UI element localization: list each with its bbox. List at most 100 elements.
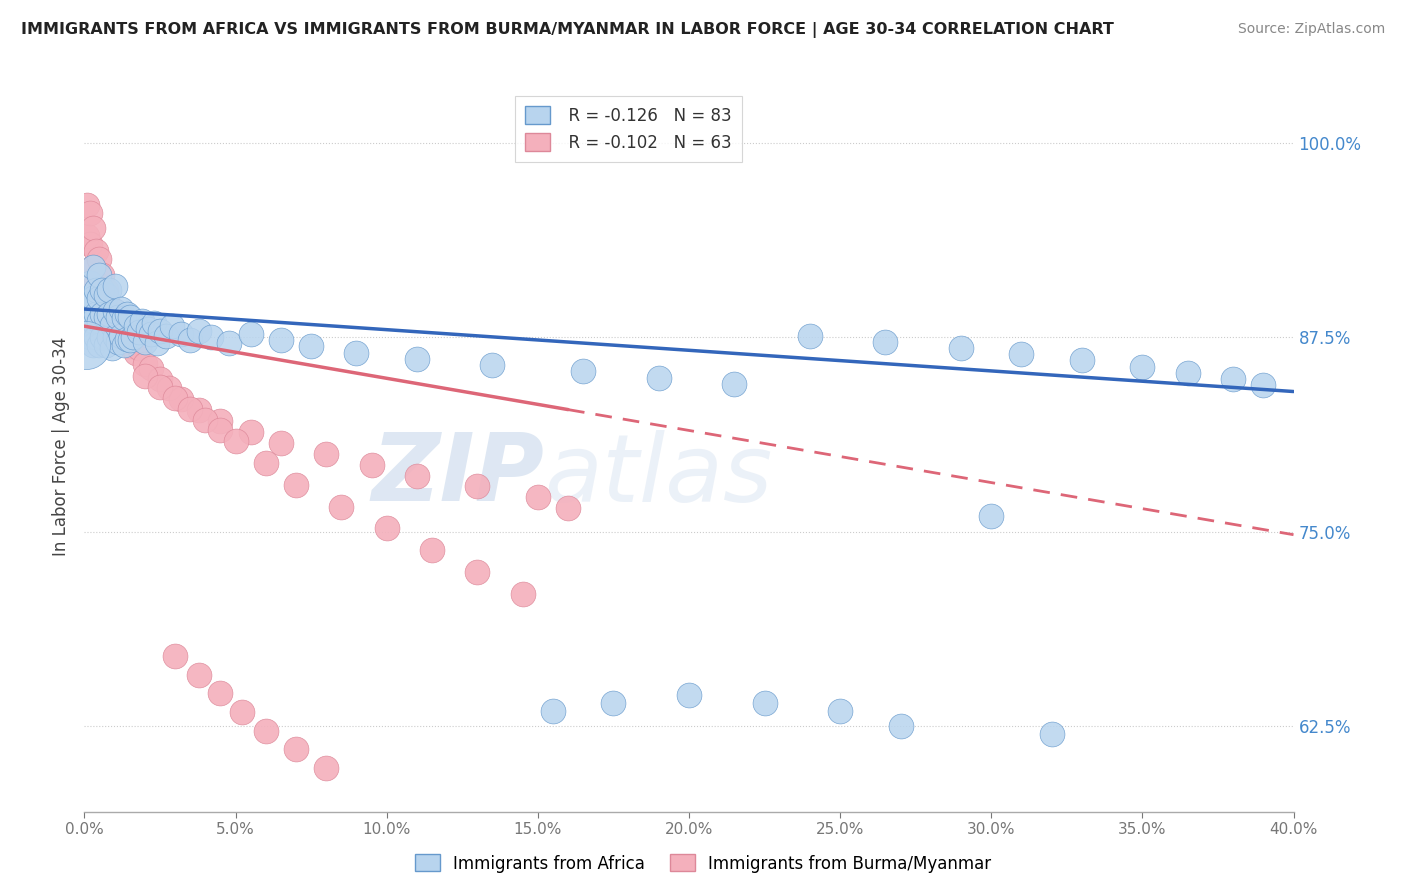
- Point: [89, 252, 111, 267]
- Point: [799, 328, 821, 343]
- Point: [1253, 378, 1275, 392]
- Point: [165, 649, 187, 664]
- Point: [360, 458, 382, 472]
- Point: [110, 328, 132, 343]
- Point: [107, 326, 129, 340]
- Point: [121, 333, 143, 347]
- Point: [225, 434, 247, 449]
- Point: [94, 338, 117, 352]
- Point: [209, 686, 232, 700]
- Point: [82, 291, 104, 305]
- Point: [112, 338, 135, 352]
- Point: [121, 330, 143, 344]
- Point: [118, 339, 141, 353]
- Point: [82, 338, 104, 352]
- Point: [406, 468, 429, 483]
- Point: [100, 318, 122, 332]
- Text: ZIP: ZIP: [371, 429, 544, 521]
- Point: [131, 314, 153, 328]
- Point: [91, 268, 114, 282]
- Point: [875, 334, 897, 349]
- Point: [91, 330, 114, 344]
- Point: [723, 376, 745, 391]
- Point: [76, 322, 98, 336]
- Point: [134, 334, 156, 349]
- Point: [115, 332, 138, 346]
- Point: [830, 704, 852, 718]
- Point: [239, 425, 262, 439]
- Point: [572, 364, 595, 378]
- Point: [179, 401, 201, 416]
- Point: [155, 328, 177, 343]
- Point: [209, 414, 232, 428]
- Point: [648, 370, 671, 384]
- Point: [188, 667, 211, 681]
- Point: [115, 328, 138, 343]
- Point: [79, 276, 101, 290]
- Point: [86, 307, 108, 321]
- Point: [94, 288, 117, 302]
- Point: [104, 303, 127, 318]
- Point: [76, 198, 98, 212]
- Point: [602, 696, 624, 710]
- Point: [157, 381, 180, 395]
- Point: [76, 291, 98, 305]
- Point: [136, 322, 159, 336]
- Legend:   R = -0.126   N = 83,   R = -0.102   N = 63: R = -0.126 N = 83, R = -0.102 N = 63: [515, 96, 742, 161]
- Point: [254, 456, 277, 470]
- Point: [285, 742, 308, 756]
- Point: [86, 276, 108, 290]
- Point: [97, 307, 120, 321]
- Point: [82, 260, 104, 274]
- Point: [270, 333, 292, 347]
- Point: [149, 324, 172, 338]
- Point: [91, 299, 114, 313]
- Point: [188, 403, 211, 417]
- Point: [315, 761, 337, 775]
- Point: [149, 372, 172, 386]
- Point: [94, 310, 117, 324]
- Point: [188, 324, 211, 338]
- Point: [97, 330, 120, 344]
- Point: [557, 501, 579, 516]
- Point: [1130, 359, 1153, 374]
- Point: [89, 268, 111, 282]
- Point: [209, 424, 232, 438]
- Point: [86, 330, 108, 344]
- Point: [82, 260, 104, 274]
- Y-axis label: In Labor Force | Age 30-34: In Labor Force | Age 30-34: [52, 336, 70, 556]
- Point: [115, 307, 138, 321]
- Point: [110, 319, 132, 334]
- Point: [231, 705, 253, 719]
- Point: [107, 310, 129, 324]
- Point: [218, 336, 240, 351]
- Point: [94, 284, 117, 298]
- Point: [179, 333, 201, 347]
- Point: [76, 228, 98, 243]
- Point: [104, 330, 127, 344]
- Point: [285, 478, 308, 492]
- Point: [79, 330, 101, 344]
- Point: [541, 704, 564, 718]
- Point: [299, 339, 322, 353]
- Point: [110, 301, 132, 316]
- Point: [97, 284, 120, 298]
- Point: [170, 326, 193, 341]
- Point: [134, 357, 156, 371]
- Point: [406, 351, 429, 366]
- Point: [125, 319, 148, 334]
- Point: [146, 336, 169, 351]
- Point: [270, 436, 292, 450]
- Legend: Immigrants from Africa, Immigrants from Burma/Myanmar: Immigrants from Africa, Immigrants from …: [408, 847, 998, 880]
- Point: [512, 587, 534, 601]
- Point: [1071, 353, 1094, 368]
- Point: [104, 330, 127, 344]
- Point: [104, 278, 127, 293]
- Text: Source: ZipAtlas.com: Source: ZipAtlas.com: [1237, 22, 1385, 37]
- Point: [94, 314, 117, 328]
- Point: [89, 291, 111, 305]
- Point: [315, 447, 337, 461]
- Point: [139, 326, 162, 341]
- Point: [346, 345, 368, 359]
- Point: [890, 719, 912, 733]
